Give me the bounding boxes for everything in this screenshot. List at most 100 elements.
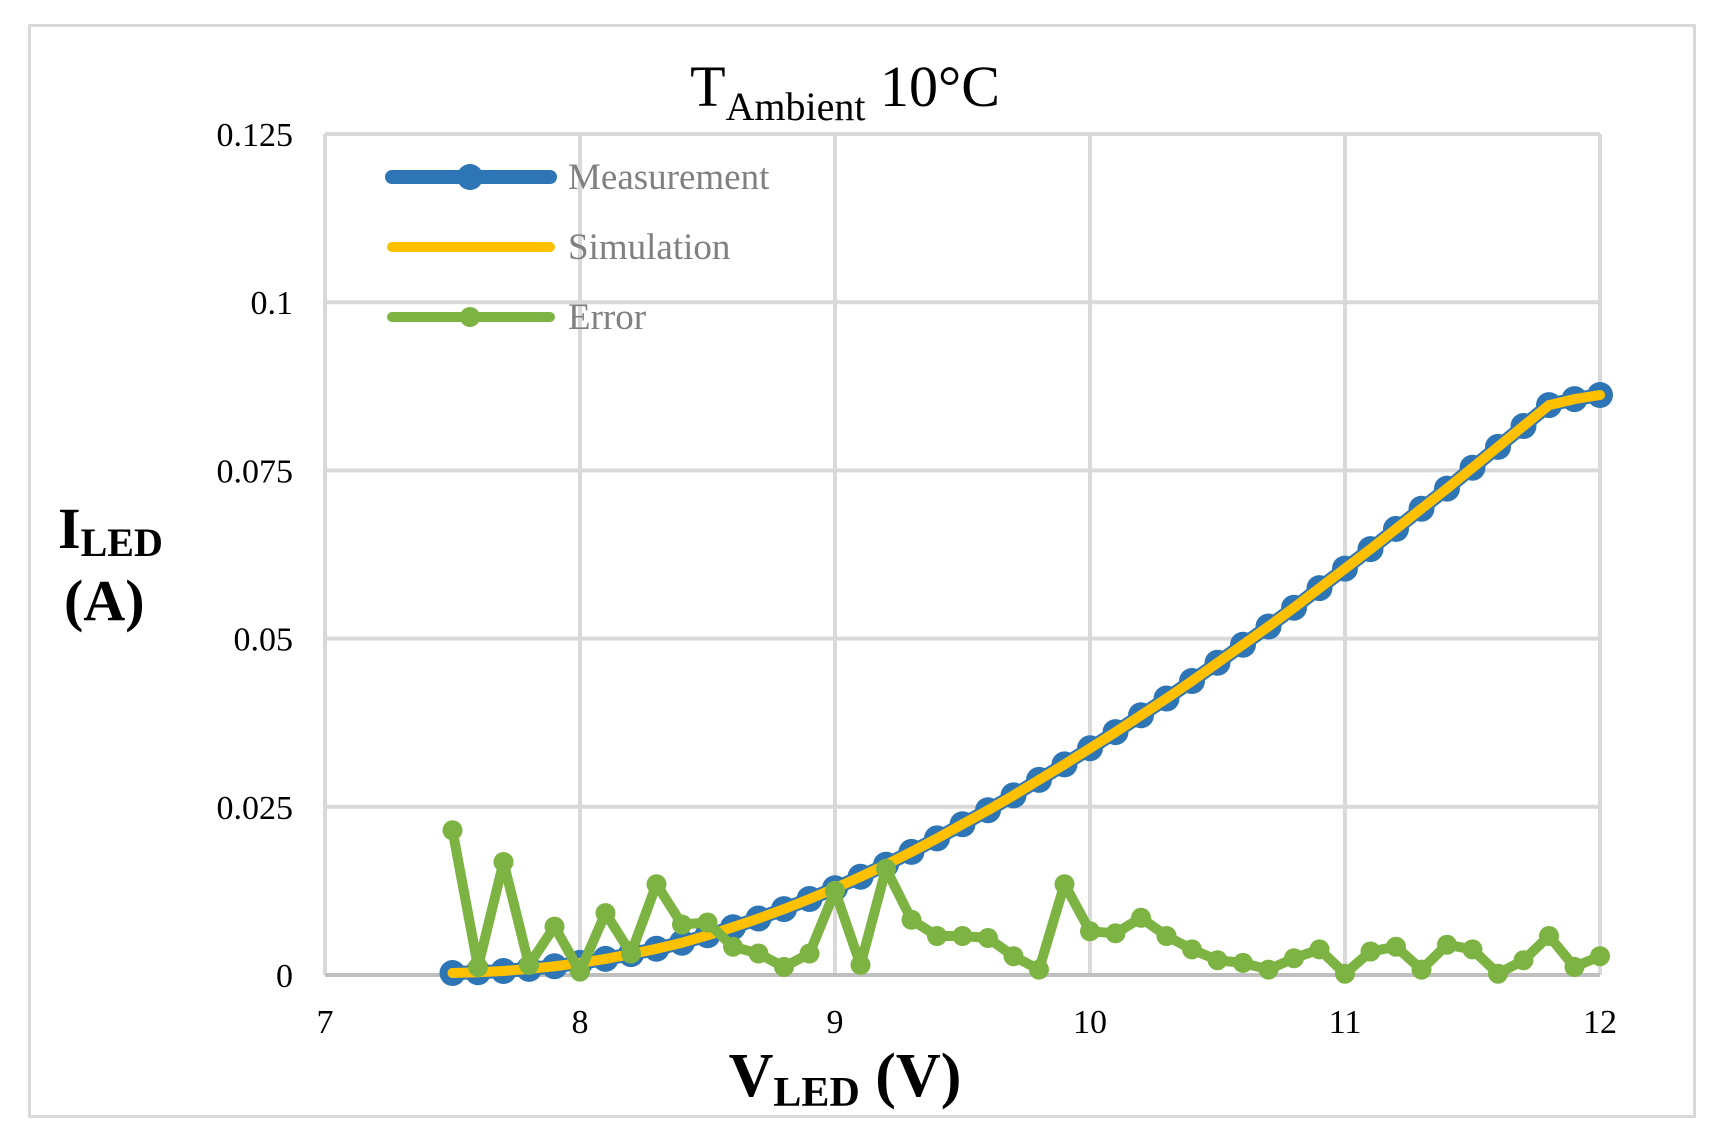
data-point-error-39 [1437,934,1457,955]
data-point-error-8 [646,874,667,895]
data-point-simulation-10 [702,930,713,941]
data-point-error-23 [1029,959,1049,980]
chart-title: TAmbient 10°C [690,54,1000,129]
series-measurement [439,382,1613,986]
data-point-error-35 [1335,963,1355,984]
series-line-simulation [447,390,1605,978]
legend-item-simulation: Simulation [387,227,730,268]
data-point-error-37 [1386,936,1406,957]
data-point-error-17 [876,858,896,879]
data-point-error-26 [1105,923,1126,944]
x-tick-label-0: 7 [317,1004,334,1041]
data-point-simulation-13 [779,904,789,915]
data-point-error-45 [1590,946,1610,967]
series-line-measurement [445,388,1607,980]
data-point-error-31 [1233,952,1253,973]
x-axis-label-main: V [729,1042,774,1110]
data-point-error-20 [952,926,973,946]
data-point-simulation-23 [1034,774,1044,785]
x-axis-label: VLED (V) [729,1042,962,1116]
data-point-error-3 [519,954,539,975]
data-point-error-44 [1564,956,1585,977]
data-point-error-42 [1513,950,1534,971]
data-point-simulation-4 [549,961,560,972]
y-tick-label-4: 0.1 [251,285,294,322]
data-point-error-24 [1054,874,1075,895]
series-simulation [447,390,1605,978]
data-point-simulation-22 [1008,790,1019,801]
data-point-simulation-12 [753,913,764,924]
data-point-simulation-38 [1416,503,1427,514]
series-layer [439,382,1613,986]
x-tick-label-1: 8 [572,1004,589,1041]
y-tick-label-1: 0.025 [217,790,294,827]
y-axis-label-subscript: LED [81,520,163,565]
data-point-simulation-36 [1365,544,1376,555]
x-tick-label-4: 11 [1329,1004,1362,1041]
legend-marker-simulation [465,242,475,252]
data-point-simulation-35 [1340,563,1350,574]
data-point-error-9 [672,914,692,935]
gridlines [323,132,1602,977]
series-error [442,820,1610,984]
data-point-error-38 [1411,959,1432,980]
data-point-simulation-42 [1518,421,1529,431]
legend-label-error: Error [568,297,646,338]
data-point-simulation-30 [1212,657,1223,668]
data-point-simulation-6 [600,953,611,964]
data-point-simulation-20 [957,819,968,830]
y-axis-label-line2: (A) [64,568,145,633]
legend-item-measurement: Measurement [385,157,770,198]
y-tick-label-5: 0.125 [217,117,294,154]
y-tick-label-3: 0.075 [217,453,294,490]
chart-frame [28,24,1696,1118]
data-point-simulation-14 [804,894,815,904]
data-point-error-25 [1080,921,1100,942]
legend-item-error: Error [387,297,646,338]
data-point-error-36 [1360,941,1381,962]
data-point-error-10 [697,912,718,933]
data-point-simulation-32 [1263,621,1274,632]
data-point-error-22 [1003,946,1024,967]
legend-label-simulation: Simulation [568,227,730,268]
data-point-simulation-25 [1085,743,1095,754]
data-point-error-41 [1488,963,1508,984]
x-axis-label-subscript: LED [773,1070,859,1116]
data-point-simulation-39 [1442,483,1452,494]
data-point-error-18 [901,909,922,930]
data-point-simulation-41 [1493,441,1503,452]
data-point-error-2 [493,852,514,872]
y-axis-label-main: I [58,496,81,561]
data-point-error-6 [595,903,616,924]
x-tick-label-2: 9 [827,1004,844,1041]
data-point-error-7 [621,943,641,964]
y-axis-label-line1: ILED [58,496,163,565]
data-point-simulation-24 [1059,759,1070,770]
data-point-error-12 [748,943,769,964]
y-tick-label-2: 0.05 [234,622,294,659]
data-point-error-27 [1131,907,1151,928]
data-point-error-11 [723,936,743,957]
data-point-simulation-2 [498,966,509,976]
data-point-error-4 [544,916,565,937]
x-tick-label-5: 12 [1583,1004,1617,1041]
legend-marker-measurement [457,164,483,190]
data-point-simulation-40 [1467,462,1478,473]
data-point-error-1 [468,956,488,977]
data-point-error-16 [850,954,871,975]
data-point-error-43 [1539,926,1559,946]
data-point-simulation-16 [855,871,866,882]
x-tick-label-3: 10 [1073,1004,1107,1041]
data-point-simulation-31 [1238,639,1248,650]
data-point-error-29 [1182,939,1202,960]
data-point-simulation-11 [728,922,738,933]
data-point-error-14 [799,943,820,964]
data-point-error-21 [978,928,998,948]
chart-title-main: T [690,54,725,119]
y-tick-label-0: 0 [276,958,293,995]
data-point-simulation-21 [983,805,993,816]
data-point-simulation-27 [1136,710,1146,721]
data-point-error-0 [442,820,463,841]
legend-marker-error [460,307,480,327]
